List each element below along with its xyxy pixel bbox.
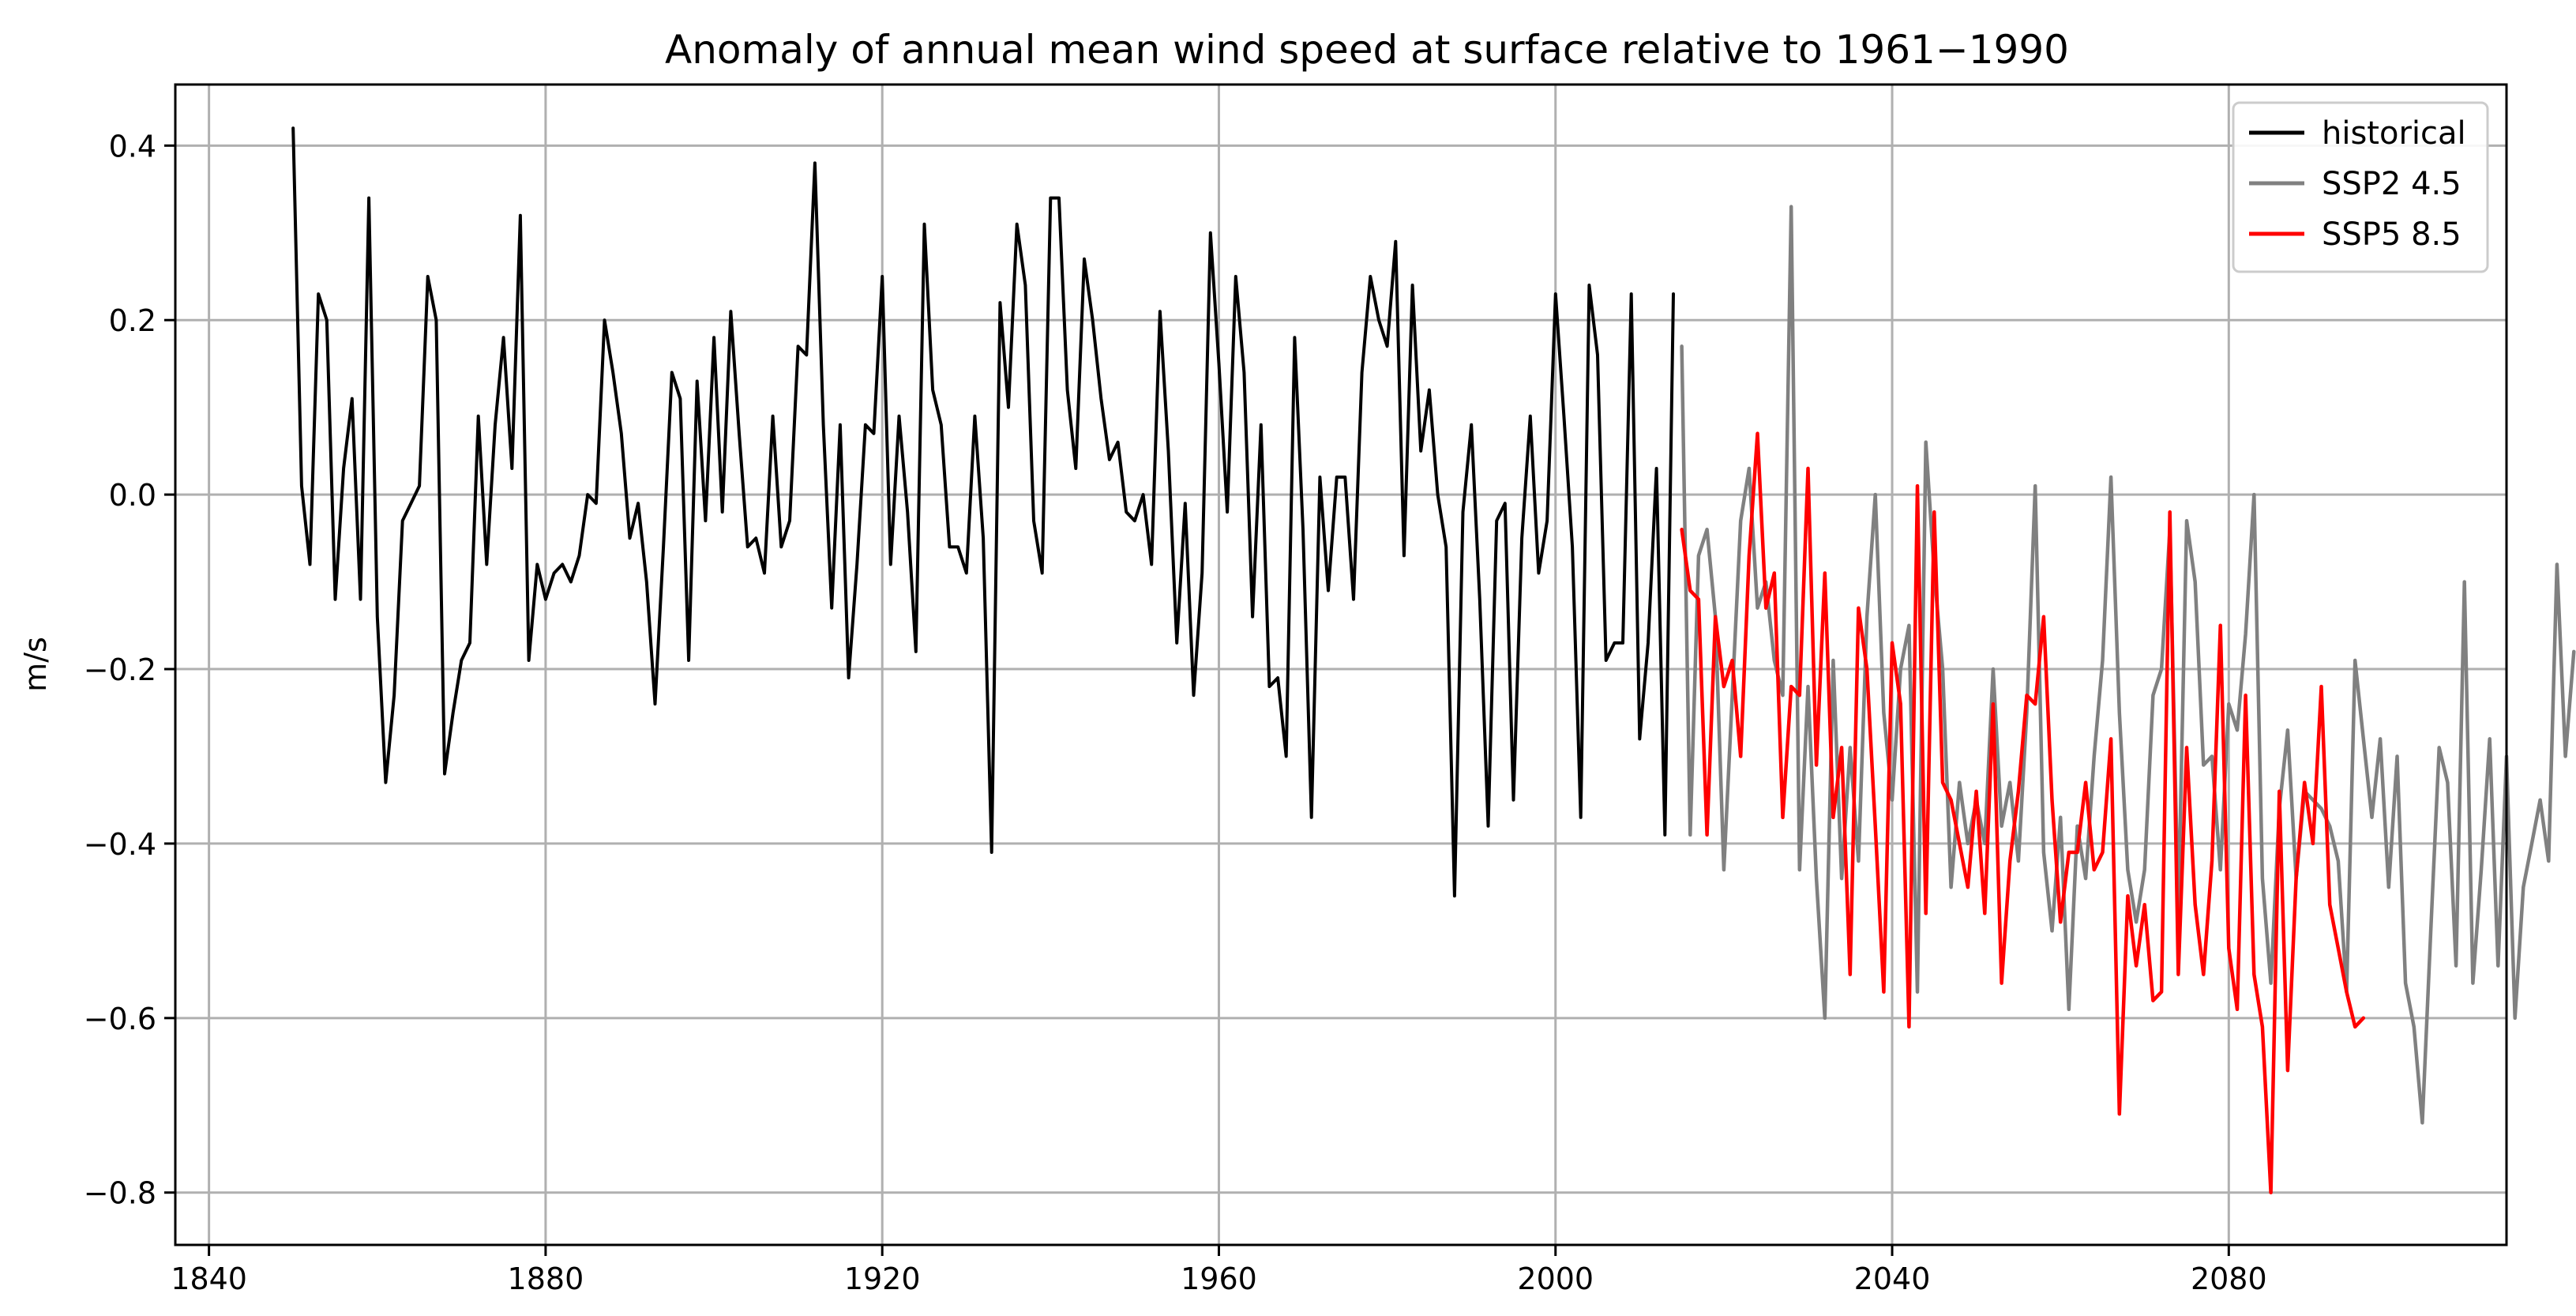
legend-label: SSP5 8.5	[2322, 216, 2461, 253]
series-line-ssp2-4-5	[1680, 205, 2576, 1125]
series-line-ssp5-8-5	[1680, 431, 2366, 1194]
y-tick-label: 0.2	[109, 303, 156, 338]
legend: historical SSP2 4.5 SSP5 8.5	[2232, 101, 2489, 273]
x-tick-label: 1880	[508, 1261, 584, 1296]
y-tick-label: 0.0	[109, 478, 156, 513]
x-tick-label: 1840	[171, 1261, 247, 1296]
x-tick-label: 2080	[2191, 1261, 2267, 1296]
y-tick-label: 0.4	[109, 129, 156, 164]
plot-frame	[174, 83, 2508, 1246]
x-tick-label: 1960	[1181, 1261, 1257, 1296]
grid	[175, 85, 2507, 1245]
y-tick-label: −0.4	[84, 827, 156, 862]
y-axis: 0.4 0.2 0.0 −0.2 −0.4 −0.6 −0.8	[84, 129, 175, 1211]
y-tick-label: −0.2	[84, 652, 156, 687]
x-tick-label: 2000	[1517, 1261, 1594, 1296]
y-axis-label: m/s	[18, 637, 53, 692]
legend-label: SSP2 4.5	[2322, 166, 2461, 202]
legend-box	[2232, 101, 2489, 273]
chart-title: Anomaly of annual mean wind speed at sur…	[665, 27, 2069, 73]
x-axis: 1840 1880 1920 1960 2000 2040 2080	[171, 1245, 2267, 1296]
legend-label: historical	[2322, 115, 2466, 152]
series-group	[291, 126, 2576, 1194]
x-tick-label: 1920	[844, 1261, 921, 1296]
y-tick-label: −0.6	[84, 1002, 156, 1036]
x-tick-label: 2040	[1854, 1261, 1931, 1296]
series-line-historical	[291, 126, 1675, 898]
y-tick-label: −0.8	[84, 1176, 156, 1211]
